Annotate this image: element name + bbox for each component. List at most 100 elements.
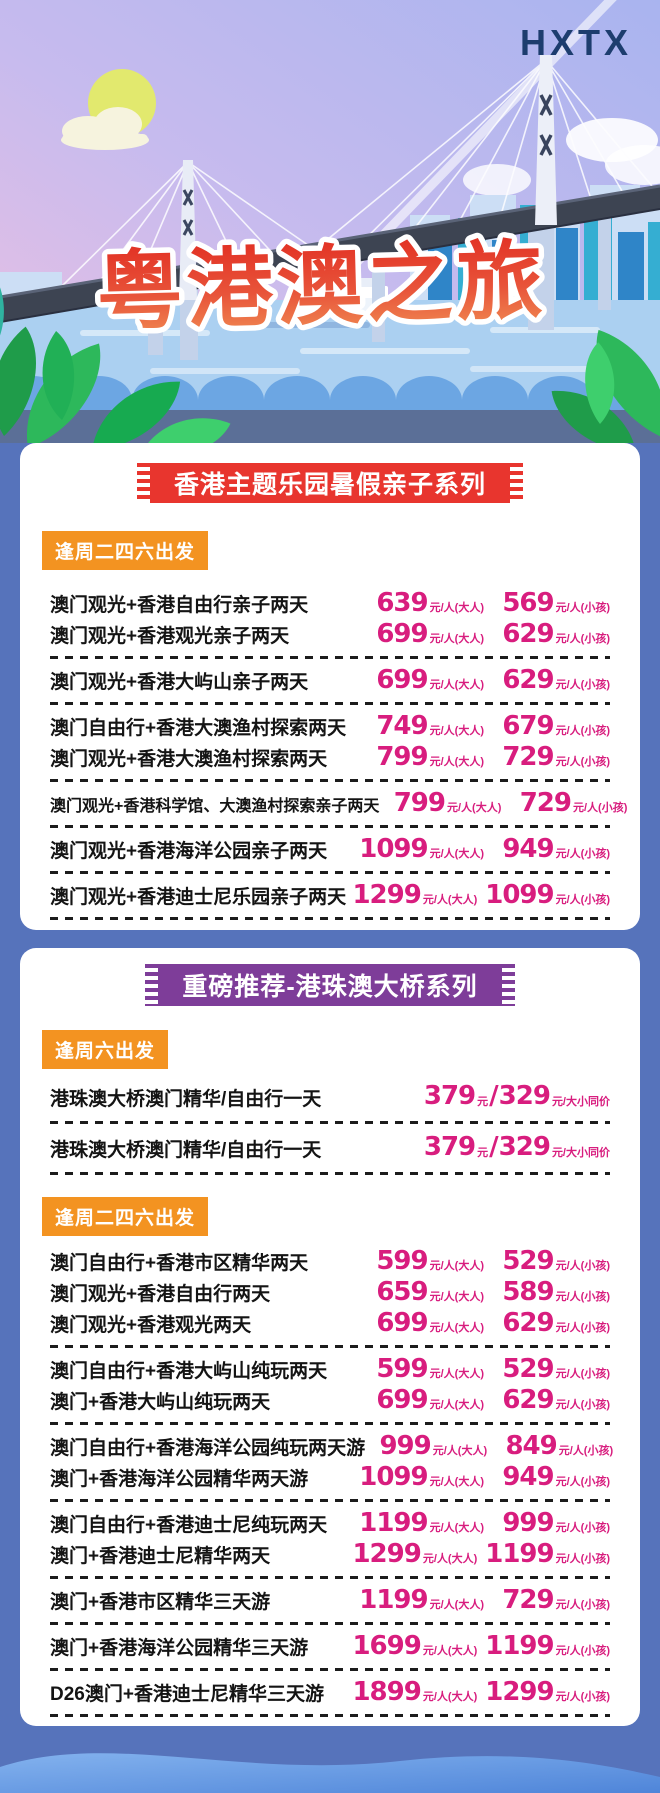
- price-adult-number: 1099: [359, 833, 428, 864]
- divider: [50, 1499, 610, 1502]
- section-bridge-series: 重磅推荐-港珠澳大桥系列 逢周六出发 港珠澳大桥澳门精华/自由行一天 379 元 /…: [20, 948, 640, 1726]
- price-child-unit: 元/人(小孩): [555, 1291, 610, 1304]
- price-adult-unit: 元/人(大人): [422, 894, 478, 907]
- tour-title: 澳门观光+香港大屿山亲子两天: [50, 672, 309, 693]
- price-child-number: 529: [502, 1245, 554, 1276]
- price-child: 1199 元/人(小孩): [485, 1630, 610, 1661]
- price-adult: 599 元/人(大人): [362, 1248, 484, 1274]
- price-child: 729 元/人(小孩): [492, 1587, 610, 1613]
- price-adult-unit: 元/人(大人): [429, 1322, 484, 1335]
- tour-prices: 999 元/人(大人) 849 元/人(小孩): [365, 1430, 614, 1461]
- price-child: 949 元/人(小孩): [492, 1464, 610, 1490]
- tour-row: 澳门+香港海洋公园精华两天游 1099 元/人(大人) 949 元/人(小孩): [50, 1462, 610, 1493]
- price-child-unit: 元/人(小孩): [572, 802, 628, 815]
- wave-footer: [0, 1753, 660, 1793]
- ribbon-fringe-icon: [501, 964, 515, 1006]
- tour-prices: 1199 元/人(大人) 729 元/人(小孩): [359, 1587, 610, 1613]
- price-adult: 1699 元/人(大人): [352, 1633, 477, 1659]
- departure-badge: 逢周六出发: [42, 1030, 169, 1069]
- price-adult: 1099 元/人(大人): [359, 833, 484, 864]
- price-adult: 1199 元/人(大人): [359, 1587, 484, 1613]
- tour-title: 澳门自由行+香港市区精华两天: [50, 1253, 309, 1274]
- price-adult-number: 749: [376, 710, 428, 741]
- tour-title: 澳门+香港海洋公园精华三天游: [50, 1638, 309, 1659]
- price-adult-number: 799: [376, 741, 428, 772]
- price-child-unit: 元/人(小孩): [558, 1445, 614, 1458]
- price-adult: 639 元/人(大人): [362, 590, 484, 616]
- tour-row: 港珠澳大桥澳门精华/自由行一天 379 元/329 元/大小同价: [50, 1079, 610, 1115]
- tour-title: 澳门观光+香港大澳渔村探索两天: [50, 749, 328, 770]
- divider: [50, 1622, 610, 1625]
- price-child-unit: 元/人(小孩): [555, 1691, 610, 1704]
- price-child-number: 949: [502, 833, 554, 864]
- price-adult-number: 699: [376, 618, 428, 649]
- section-banner: 香港主题乐园暑假亲子系列: [136, 463, 523, 503]
- tour-prices: 1299 元/人(大人) 1099 元/人(小孩): [352, 882, 610, 908]
- price-child-number: 629: [502, 1384, 554, 1415]
- price-separator: /: [489, 1081, 498, 1112]
- tour-prices: 379 元/329 元/大小同价: [423, 1081, 610, 1112]
- tour-row: 澳门自由行+香港大屿山纯玩两天 599 元/人(大人) 529 元/人(小孩): [50, 1354, 610, 1385]
- price-adult-unit: 元/人(大人): [429, 1368, 484, 1381]
- price-child-unit: 元/人(小孩): [555, 1368, 610, 1381]
- price-child-number: 729: [502, 741, 554, 772]
- price-child: 529 元/人(小孩): [492, 1353, 610, 1384]
- price-adult-unit: 元/人(大人): [429, 633, 484, 646]
- section-theme-parks: 香港主题乐园暑假亲子系列 逢周二四六出发 澳门观光+香港自由行亲子两天 639 元…: [20, 443, 640, 930]
- price-child-number: 629: [502, 664, 554, 695]
- price-adult: 599 元/人(大人): [362, 1356, 484, 1382]
- price-child-unit: 元/人(小孩): [555, 894, 610, 907]
- hero-title: 粤港澳之旅: [95, 233, 547, 341]
- price-adult: 699 元/人(大人): [362, 618, 484, 649]
- divider: [50, 1121, 610, 1124]
- tour-row: 澳门观光+香港科学馆、大澳渔村探索亲子两天 799 元/人(大人) 729 元/人(…: [50, 787, 627, 819]
- tour-prices: 1099 元/人(大人) 949 元/人(小孩): [359, 1464, 610, 1490]
- price-unit: 元: [477, 1095, 489, 1108]
- divider: [50, 1422, 610, 1425]
- tour-prices: 1299 元/人(大人) 1199 元/人(小孩): [352, 1541, 610, 1567]
- divider: [50, 1172, 610, 1175]
- water-streaks: [80, 322, 610, 374]
- price-number: 379: [423, 1081, 476, 1112]
- price-adult: 659 元/人(大人): [362, 1279, 484, 1305]
- price-child-unit: 元/人(小孩): [555, 1399, 610, 1412]
- tour-title: 澳门观光+香港海洋公园亲子两天: [50, 841, 328, 862]
- price-adult: 699 元/人(大人): [362, 1387, 484, 1413]
- tour-prices: 1699 元/人(大人) 1199 元/人(小孩): [352, 1630, 610, 1661]
- price-child: 849 元/人(小孩): [495, 1430, 614, 1461]
- tour-title: 港珠澳大桥澳门精华/自由行一天: [50, 1088, 322, 1110]
- price-adult-number: 799: [393, 787, 446, 818]
- tour-title: 港珠澳大桥澳门精华/自由行一天: [50, 1139, 322, 1161]
- price-adult: 799 元/人(大人): [379, 787, 502, 818]
- tour-title: 澳门+香港大屿山纯玩两天: [50, 1392, 271, 1413]
- price-child-number: 529: [502, 1353, 554, 1384]
- price-child: 679 元/人(小孩): [492, 713, 610, 739]
- price-adult: 749 元/人(大人): [362, 710, 484, 741]
- tour-prices: 699 元/人(大人) 629 元/人(小孩): [362, 1310, 610, 1336]
- price-child: 729 元/人(小孩): [492, 741, 610, 772]
- tour-row: 澳门自由行+香港迪士尼纯玩两天 1199 元/人(大人) 999 元/人(小孩): [50, 1508, 610, 1539]
- bridge-cables: [59, 59, 653, 289]
- divider: [50, 871, 610, 874]
- price-child-number: 589: [502, 1276, 554, 1307]
- price-child: 589 元/人(小孩): [492, 1276, 610, 1307]
- price-unit: 元: [477, 1146, 489, 1159]
- tour-title: 澳门自由行+香港迪士尼纯玩两天: [50, 1515, 328, 1536]
- price-child: 1099 元/人(小孩): [485, 882, 610, 908]
- price-child-number: 1299: [485, 1676, 554, 1707]
- tour-title: 澳门+香港迪士尼精华两天: [50, 1546, 271, 1567]
- price-adult-unit: 元/人(大人): [429, 1399, 484, 1412]
- price-child-number: 999: [502, 1507, 554, 1538]
- bridge-tower-left: [179, 160, 197, 300]
- price-child-number: 1199: [485, 1630, 554, 1661]
- cloud-icon: [61, 107, 149, 150]
- price-adult-unit: 元/人(大人): [429, 1260, 484, 1273]
- divider: [50, 779, 610, 782]
- hero-art: 粤港澳之旅: [0, 0, 660, 443]
- tour-row: 澳门+香港迪士尼精华两天 1299 元/人(大人) 1199 元/人(小孩): [50, 1539, 610, 1570]
- price-adult-unit: 元/人(大人): [429, 1291, 484, 1304]
- price-adult: 1299 元/人(大人): [352, 882, 478, 908]
- price-adult-unit: 元/人(大人): [429, 725, 484, 738]
- price-child-number: 849: [505, 1430, 557, 1461]
- price-adult: 1899 元/人(大人): [352, 1679, 477, 1705]
